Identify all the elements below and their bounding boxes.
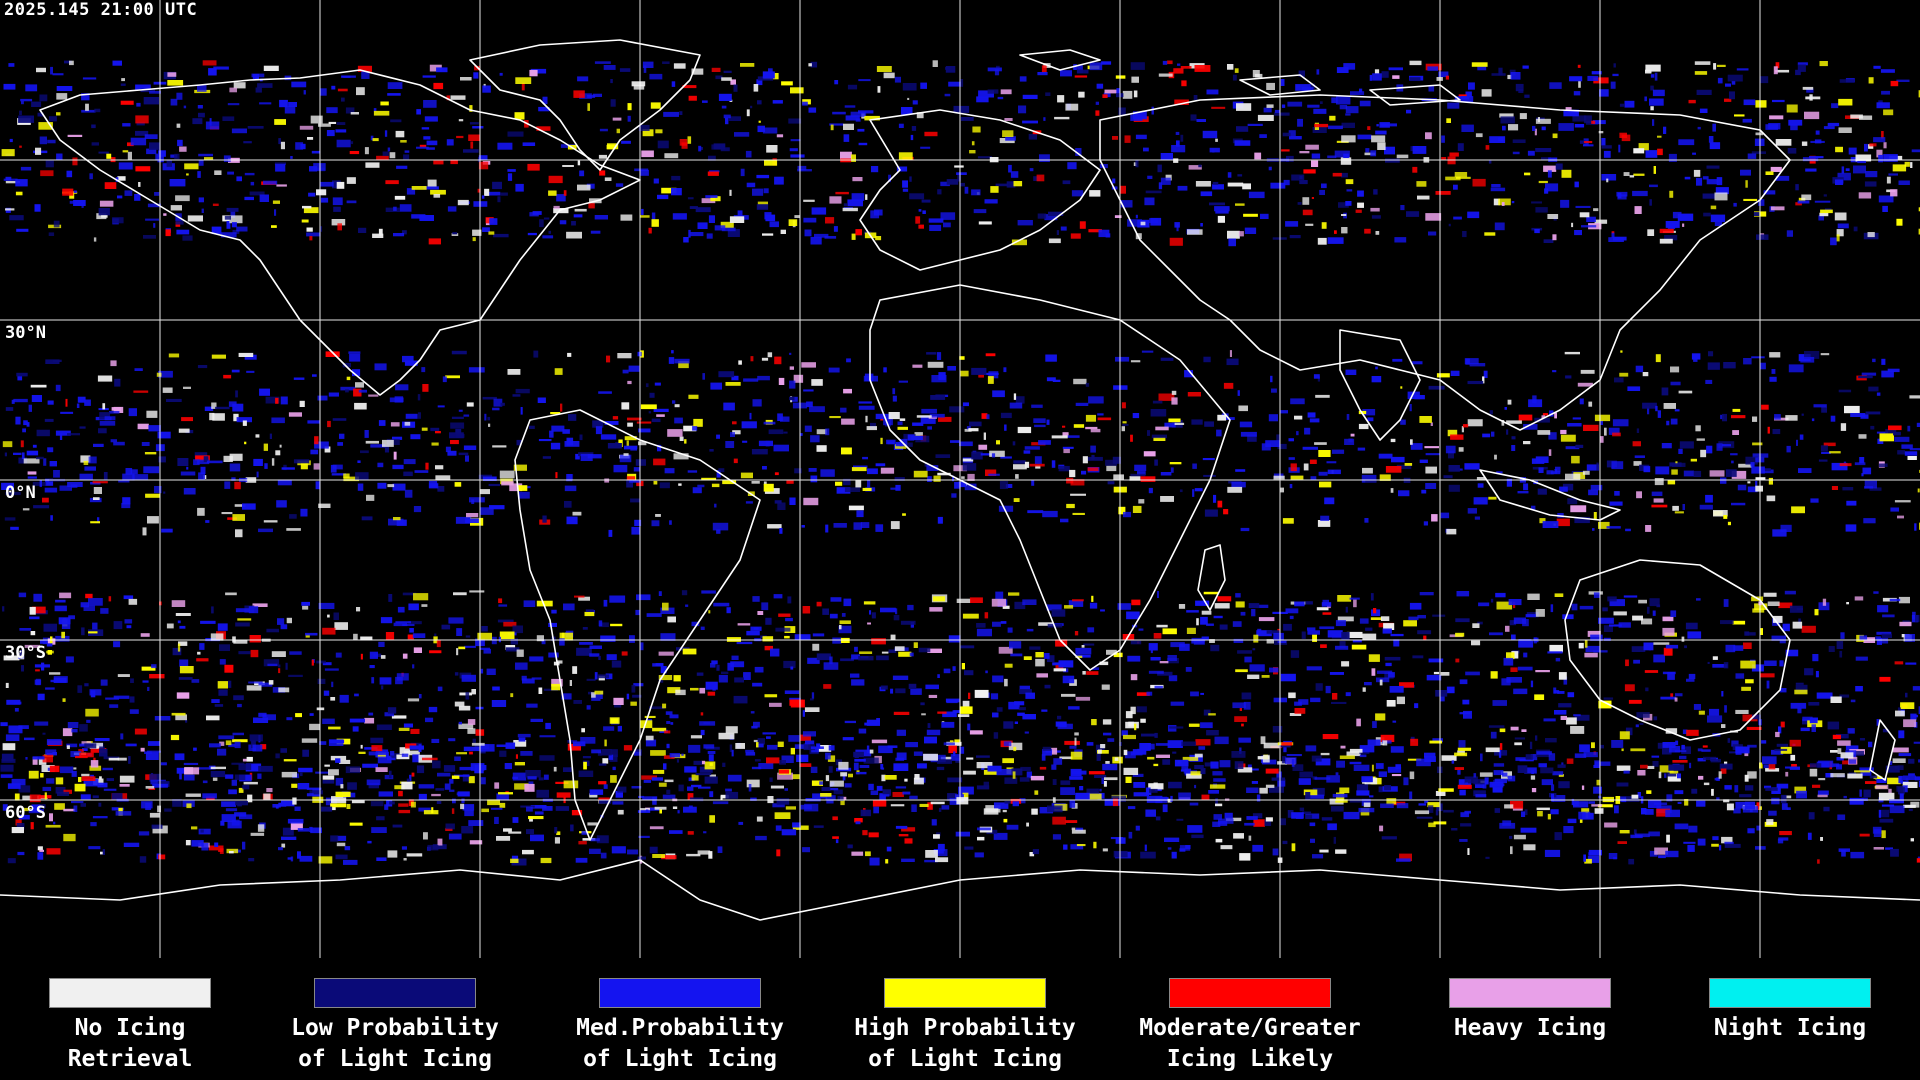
legend-label-line2: Icing Likely xyxy=(1166,1046,1334,1072)
legend-item: Night Icing xyxy=(1660,978,1920,1044)
legend-swatch xyxy=(884,978,1046,1008)
legend-swatch xyxy=(49,978,211,1008)
icing-map: 2025.145 21:00 UTC 30°N 0°N 30°S 60°S xyxy=(0,0,1920,958)
legend-swatch xyxy=(599,978,761,1008)
legend-swatch xyxy=(1169,978,1331,1008)
legend-swatch xyxy=(1449,978,1611,1008)
legend: No Icing Retrieval Low Probability of Light… xyxy=(0,958,1920,1080)
legend-label-line1: High Probability xyxy=(854,1015,1076,1041)
legend-label-line1: Night Icing xyxy=(1713,1015,1867,1041)
legend-swatch xyxy=(314,978,476,1008)
legend-label-line2: of Light Icing xyxy=(298,1046,492,1072)
coastline-asia xyxy=(1099,94,1791,431)
coastline-europe xyxy=(859,109,1101,271)
legend-label-line1: Heavy Icing xyxy=(1453,1015,1607,1041)
legend-swatch xyxy=(1709,978,1871,1008)
timestamp: 2025.145 21:00 UTC xyxy=(4,0,198,20)
legend-item: Med.Probability of Light Icing xyxy=(550,978,810,1075)
legend-label-line1: Moderate/Greater xyxy=(1139,1015,1361,1041)
latitude-label: 0°N xyxy=(5,483,36,503)
legend-label-line1: Med.Probability xyxy=(576,1015,784,1041)
coastline-africa xyxy=(869,284,1231,671)
latitude-label: 30°N xyxy=(5,323,46,343)
legend-label-line2: of Light Icing xyxy=(583,1046,777,1072)
legend-item: High Probability of Light Icing xyxy=(835,978,1095,1075)
legend-label-line2: of Light Icing xyxy=(868,1046,1062,1072)
legend-item: Low Probability of Light Icing xyxy=(265,978,525,1075)
legend-label-line1: Low Probability xyxy=(291,1015,499,1041)
coastlines xyxy=(0,39,1920,921)
coastline-north-america xyxy=(39,69,641,396)
coastline-indonesia xyxy=(1479,469,1621,521)
coastline-madagascar xyxy=(1197,544,1226,611)
map-canvas xyxy=(0,0,1920,958)
coastline-new-zealand xyxy=(1869,719,1896,781)
icing-data-layer xyxy=(0,60,1920,866)
coastline-india xyxy=(1339,329,1421,441)
coastline-greenland xyxy=(469,39,701,171)
lat-lon-grid xyxy=(0,0,1920,958)
legend-label-line2: Retrieval xyxy=(67,1046,193,1072)
latitude-label: 60°S xyxy=(5,803,46,823)
legend-item: No Icing Retrieval xyxy=(0,978,260,1075)
latitude-label: 30°S xyxy=(5,643,46,663)
legend-label-line1: No Icing xyxy=(74,1015,186,1041)
coastline-australia xyxy=(1564,559,1791,741)
legend-item: Moderate/Greater Icing Likely xyxy=(1120,978,1380,1075)
legend-item: Heavy Icing xyxy=(1400,978,1660,1044)
coastline-antarctica xyxy=(0,859,1920,921)
